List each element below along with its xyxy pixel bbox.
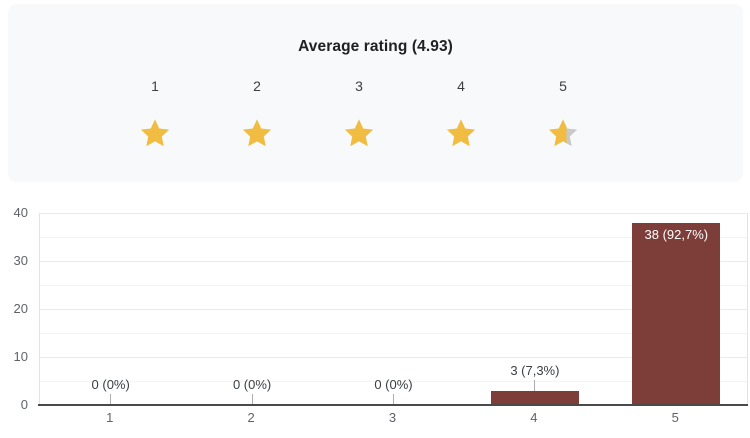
label-stem [534, 379, 536, 391]
x-tick-label: 5 [671, 410, 679, 425]
bar-value-label: 0 (0%) [374, 377, 413, 392]
star-icon [308, 117, 410, 151]
gridline-minor [40, 284, 747, 286]
plot-area: 0 (0%) 0 (0%) 0 (0%) 3 (7,3%) 38 (92,7%) [39, 212, 748, 405]
bar-value-label: 3 (7,3%) [510, 362, 560, 378]
rating-scale-number: 3 [355, 78, 363, 94]
star-icon [206, 117, 308, 151]
rating-scale-number: 5 [559, 78, 567, 94]
y-tick-label: 20 [13, 301, 28, 316]
x-axis: 1 2 3 4 5 [39, 410, 746, 430]
y-axis: 0 10 20 30 40 [0, 205, 28, 412]
x-tick-label: 3 [388, 410, 397, 425]
x-axis-line [38, 404, 748, 406]
star-icon [410, 117, 512, 151]
rating-scale-number: 2 [253, 78, 261, 94]
x-tick-label: 2 [247, 410, 255, 425]
rating-scale-item-5: 5 [512, 76, 614, 151]
rating-scale-row: 1 2 3 4 5 [104, 76, 614, 151]
gridline-minor [40, 332, 747, 334]
gridline-minor [40, 380, 747, 382]
gridline [40, 308, 747, 310]
star-icon [512, 117, 614, 151]
rating-scale-number: 4 [457, 78, 465, 94]
y-tick-label: 10 [13, 349, 28, 364]
rating-scale-item-1: 1 [104, 76, 206, 151]
y-tick-label: 0 [20, 397, 28, 412]
rating-scale-number: 1 [151, 78, 159, 94]
gridline [40, 212, 747, 214]
rating-scale-item-2: 2 [206, 76, 308, 151]
gridline-minor [40, 236, 747, 238]
average-rating-panel: Average rating (4.93) 1 2 3 4 5 [8, 4, 743, 182]
x-tick-label: 4 [530, 410, 538, 425]
rating-scale-item-3: 3 [308, 76, 410, 151]
bar-value-label: 0 (0%) [91, 377, 130, 392]
label-stem [110, 394, 112, 405]
rating-scale-item-4: 4 [410, 76, 512, 151]
bar-value-label: 38 (92,7%) [644, 226, 709, 242]
bar [632, 222, 721, 405]
average-rating-title: Average rating (4.93) [298, 38, 453, 55]
label-stem [251, 394, 253, 405]
gridline [40, 260, 747, 262]
x-tick-label: 1 [106, 410, 114, 425]
y-tick-label: 30 [13, 253, 28, 268]
bar-value-label: 0 (0%) [232, 377, 272, 392]
bar [490, 390, 579, 405]
gridline [40, 356, 747, 358]
label-stem [393, 394, 394, 405]
star-icon [104, 117, 206, 151]
y-tick-label: 40 [13, 205, 28, 220]
